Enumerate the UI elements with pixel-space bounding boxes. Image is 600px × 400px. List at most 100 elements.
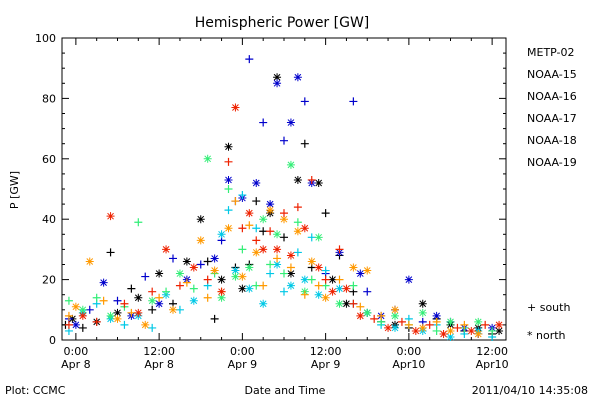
asterisk-marker [196,215,205,224]
asterisk-marker [162,245,171,254]
north-point [259,215,268,224]
asterisk-marker [141,320,150,329]
x-tick-time: 0:00 [230,345,255,358]
north-point [196,236,205,245]
plus-marker [280,269,288,278]
asterisk-marker [342,299,351,308]
plus-marker [307,275,316,284]
asterisk-marker [266,200,275,209]
plus-marker [397,317,406,326]
asterisk-marker [175,269,184,278]
south-point [196,260,205,269]
plus-marker [425,320,434,329]
chart-title: Hemispheric Power [GW] [195,15,370,31]
south-point [203,293,212,302]
asterisk-marker [259,215,268,224]
plus-marker [293,218,302,227]
south-point [314,281,323,290]
south-point [481,320,490,329]
south-point [148,323,157,332]
south-point [460,320,469,329]
south-point [127,308,136,317]
x-tick-time: 12:00 [143,345,175,358]
asterisk-marker [363,266,372,275]
plus-marker [224,157,233,166]
north-point [113,314,122,323]
south-point [356,302,365,311]
north-point [495,320,504,329]
plus-marker [460,320,469,329]
asterisk-marker [113,308,122,317]
asterisk-marker [71,302,80,311]
south-point [404,320,413,329]
north-point [210,254,219,263]
north-point [217,275,226,284]
asterisk-marker [286,118,295,127]
north-point [293,175,302,184]
y-tick-label: 100 [35,32,56,45]
north-point [155,299,164,308]
plus-marker [148,287,157,296]
plus-marker [266,269,275,278]
south-point [203,275,212,284]
north-point [286,269,295,278]
north-point [162,245,171,254]
asterisk-marker [169,305,177,314]
plus-marker [92,293,101,302]
south-point [307,233,316,242]
south-point [245,221,254,230]
x-axis-label: Date and Time [245,384,326,397]
north-point [231,266,240,275]
north-point [300,275,309,284]
north-point [106,212,115,221]
north-point [175,269,184,278]
asterisk-marker [155,269,164,278]
north-point [252,248,261,257]
asterisk-marker [252,248,261,257]
south-point [266,269,275,278]
north-point [363,266,372,275]
plus-marker [377,311,386,320]
plus-marker [300,97,309,106]
asterisk-marker [231,272,240,281]
north-point [189,296,198,305]
south-point [224,157,233,166]
plus-marker [127,308,136,317]
south-point [280,269,288,278]
x-tick-time: 0:00 [397,345,422,358]
north-point [231,272,240,281]
asterisk-marker [474,329,483,338]
asterisk-marker [85,257,94,266]
south-point [238,245,247,254]
south-point [273,254,282,263]
south-point [78,323,87,332]
plus-marker [370,314,379,323]
y-tick-label: 20 [42,274,56,287]
asterisk-marker [342,284,351,293]
asterisk-marker [300,275,309,284]
asterisk-marker [495,326,504,335]
south-point [307,275,316,284]
north-point [446,326,455,335]
asterisk-marker [432,311,441,320]
asterisk-marker [418,299,427,308]
plus-marker [453,323,462,332]
plus-marker [245,221,254,230]
plus-marker [106,248,115,257]
north-point [273,79,282,88]
asterisk-marker [189,263,198,272]
plus-marker [64,296,73,305]
plus-marker [307,175,316,184]
north-point [113,308,122,317]
asterisk-marker [273,79,282,88]
south-point [92,317,101,326]
south-point [266,260,275,269]
asterisk-marker [210,254,219,263]
south-point [113,296,122,305]
south-point [335,275,344,284]
south-point [432,326,441,335]
south-point [300,139,309,148]
plus-marker [210,314,219,323]
asterisk-marker [245,263,254,272]
